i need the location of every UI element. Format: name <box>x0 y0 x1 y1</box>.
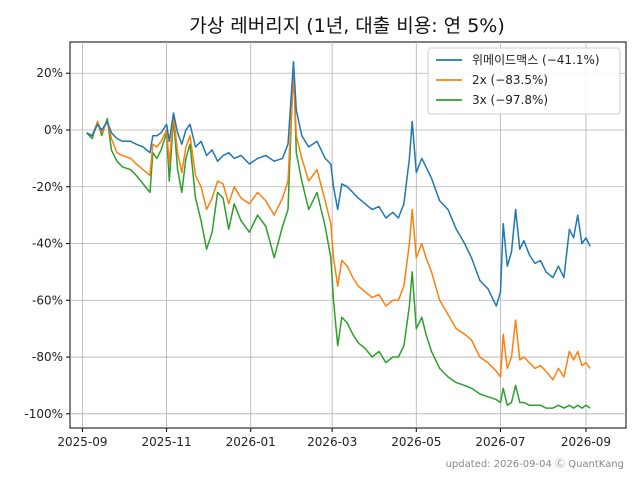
y-tick-label: -80% <box>32 350 63 364</box>
y-tick-label: 0% <box>44 123 63 137</box>
x-tick-label: 2026-09 <box>561 435 611 449</box>
footer-credit: updated: 2026-09-04 Ⓒ QuantKang <box>446 458 624 470</box>
axes: 20% 0% -20% -40% -60% -80% -100% 2025-09 2025-11… <box>24 66 611 449</box>
x-tick-label: 2026-01 <box>226 435 276 449</box>
series-line <box>86 61 591 307</box>
y-tick-label: -60% <box>32 293 63 307</box>
x-tick-label: 2026-07 <box>475 435 525 449</box>
y-tick-label: 20% <box>36 66 63 80</box>
legend-label: 2x (−83.5%) <box>472 73 548 87</box>
y-tick-label: -20% <box>32 180 63 194</box>
x-tick-label: 2025-11 <box>142 435 192 449</box>
chart-title: 가상 레버리지 (1년, 대출 비용: 연 5%) <box>189 15 505 37</box>
series-line <box>86 72 591 381</box>
legend-label: 위메이드맥스 (−41.1%) <box>472 53 600 67</box>
legend: 위메이드맥스 (−41.1%) 2x (−83.5%) 3x (−97.8%) <box>427 47 621 115</box>
y-tick-label: -40% <box>32 237 63 251</box>
legend-label: 3x (−97.8%) <box>472 93 548 107</box>
series-lines <box>86 61 591 409</box>
x-tick-label: 2025-09 <box>57 435 107 449</box>
x-tick-label: 2026-05 <box>391 435 441 449</box>
plot-frame <box>69 41 627 429</box>
y-tick-label: -100% <box>24 407 63 421</box>
x-tick-label: 2026-03 <box>307 435 357 449</box>
legend-box <box>427 47 621 115</box>
